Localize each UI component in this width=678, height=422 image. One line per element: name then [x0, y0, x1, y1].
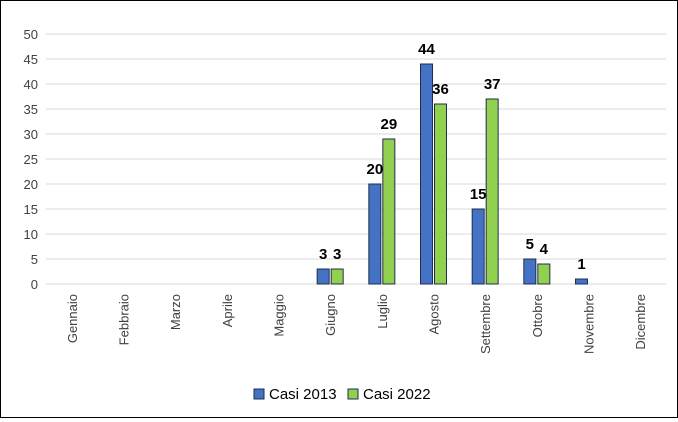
data-labels: 3 20 44 15 5 1 3 29 36 37 4 [319, 41, 586, 273]
x-tick-label: Aprile [220, 294, 235, 327]
y-tick-label: 5 [31, 252, 38, 267]
bar-casi-2013-ottobre [523, 258, 537, 285]
y-axis-ticks: 0 5 10 15 20 25 30 35 40 45 50 [24, 27, 38, 292]
x-tick-label: Febbraio [117, 294, 132, 345]
legend: Casi 2013 Casi 2022 [253, 386, 431, 403]
bars [316, 63, 588, 285]
x-tick-label: Marzo [168, 294, 183, 330]
x-tick-label: Dicembre [633, 294, 648, 350]
data-label: 5 [526, 236, 534, 253]
data-label: 4 [540, 241, 549, 258]
bar-casi-2013-settembre [471, 208, 485, 285]
gridlines [46, 33, 666, 285]
data-label: 15 [470, 186, 487, 203]
data-label: 29 [380, 116, 397, 133]
bar-casi-2022-settembre [485, 98, 499, 285]
bar-casi-2013-novembre [575, 278, 588, 285]
y-tick-label: 25 [24, 152, 38, 167]
y-tick-label: 35 [24, 102, 38, 117]
x-axis-ticks: Gennaio Febbraio Marzo Aprile Maggio Giugno Lu… [65, 294, 648, 354]
x-tick-label: Ottobre [530, 294, 545, 337]
x-tick-label: Gennaio [65, 294, 80, 343]
bar-casi-2022-luglio [382, 138, 396, 285]
bar-casi-2013-giugno [316, 268, 330, 285]
data-label: 3 [319, 246, 327, 263]
bar-casi-2013-luglio [368, 183, 382, 285]
data-label: 1 [577, 256, 585, 273]
y-tick-label: 30 [24, 127, 38, 142]
bar-casi-2022-giugno [330, 268, 344, 285]
legend-swatch [253, 388, 265, 400]
y-tick-label: 0 [31, 277, 38, 292]
x-tick-label: Settembre [478, 294, 493, 354]
y-tick-label: 50 [24, 27, 38, 42]
y-tick-label: 10 [24, 227, 38, 242]
bar-casi-2022-ottobre [537, 263, 551, 285]
data-label: 36 [432, 81, 449, 98]
x-tick-label: Agosto [427, 294, 442, 334]
y-tick-label: 40 [24, 77, 38, 92]
legend-label: Casi 2013 [269, 386, 337, 403]
data-label: 3 [333, 246, 341, 263]
legend-swatch [347, 388, 359, 400]
x-tick-label: Luglio [375, 294, 390, 329]
x-tick-label: Novembre [582, 294, 597, 354]
y-tick-label: 45 [24, 52, 38, 67]
legend-label: Casi 2022 [363, 386, 431, 403]
x-tick-label: Giugno [323, 294, 338, 336]
data-label: 20 [366, 161, 383, 178]
data-label: 37 [484, 76, 501, 93]
y-tick-label: 20 [24, 177, 38, 192]
x-tick-label: Maggio [272, 294, 287, 337]
y-tick-label: 15 [24, 202, 38, 217]
bar-casi-2013-agosto [420, 63, 433, 285]
data-label: 44 [418, 41, 435, 58]
bar-casi-2022-agosto [434, 103, 447, 285]
